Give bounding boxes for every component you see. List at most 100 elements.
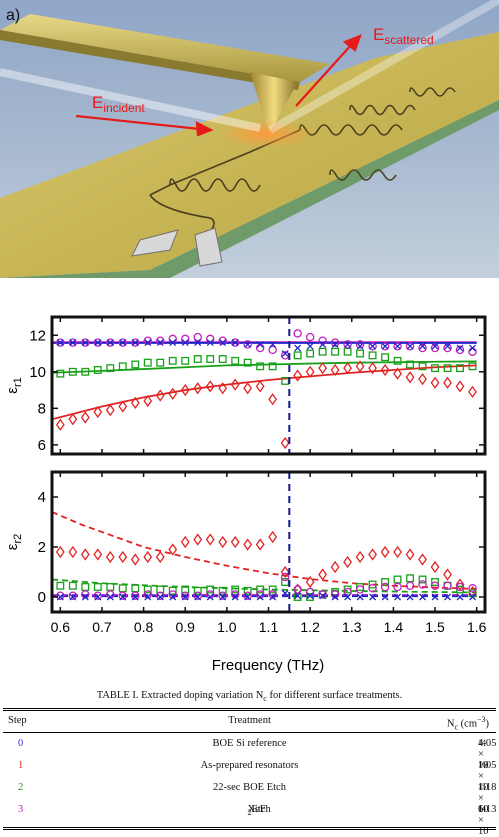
data-point bbox=[193, 533, 203, 546]
incident-arrow bbox=[75, 114, 201, 131]
data-point bbox=[268, 345, 277, 355]
data-point bbox=[168, 387, 178, 400]
x-tick-label: 1.0 bbox=[217, 619, 237, 635]
data-point bbox=[180, 591, 190, 600]
data-point bbox=[305, 575, 315, 589]
data-point bbox=[394, 593, 402, 601]
doping-value: 1.05 × 10 16 bbox=[478, 760, 497, 793]
data-point bbox=[255, 590, 265, 599]
data-point bbox=[455, 582, 465, 592]
data-point bbox=[418, 372, 427, 386]
fit-curve bbox=[52, 511, 477, 590]
data-point bbox=[306, 342, 314, 350]
data-point bbox=[106, 583, 115, 591]
data-point bbox=[405, 548, 415, 561]
data-point bbox=[380, 341, 390, 351]
data-point bbox=[330, 338, 340, 347]
data-point bbox=[93, 583, 102, 591]
data-point bbox=[105, 404, 115, 417]
data-point bbox=[106, 339, 114, 347]
data-point bbox=[143, 585, 152, 594]
data-point bbox=[56, 593, 64, 601]
data-point bbox=[293, 329, 302, 338]
data-point bbox=[318, 362, 328, 375]
data-point bbox=[468, 347, 477, 356]
data-point bbox=[181, 339, 189, 347]
data-point bbox=[443, 581, 452, 590]
data-point bbox=[68, 581, 77, 590]
header-step: Step bbox=[8, 715, 27, 726]
data-point bbox=[269, 340, 277, 348]
data-point bbox=[256, 585, 265, 594]
data-point bbox=[418, 580, 427, 589]
data-point bbox=[331, 347, 340, 356]
data-point bbox=[393, 341, 402, 351]
data-point bbox=[430, 343, 440, 353]
data-point bbox=[393, 545, 402, 559]
data-point bbox=[244, 340, 252, 348]
data-point bbox=[243, 538, 253, 551]
data-point bbox=[380, 582, 390, 592]
header-nc: Nc (cm−3) bbox=[446, 715, 489, 732]
data-point bbox=[168, 356, 177, 365]
data-point bbox=[131, 591, 140, 600]
data-point bbox=[405, 371, 415, 384]
data-point bbox=[94, 593, 102, 601]
nanotip-illustration: a) Eincident Escattered bbox=[0, 0, 499, 278]
data-point bbox=[69, 339, 77, 347]
y-tick-label: 10 bbox=[29, 364, 46, 381]
data-point bbox=[468, 385, 477, 399]
data-point bbox=[193, 382, 203, 395]
x-tick-label: 0.6 bbox=[51, 619, 71, 635]
table-row: 2 22-sec BOE Etch 1.18 × 10 15 bbox=[0, 782, 499, 815]
data-point bbox=[330, 590, 340, 599]
data-point bbox=[281, 589, 289, 597]
data-point bbox=[430, 581, 440, 590]
data-point bbox=[393, 575, 402, 584]
data-point bbox=[406, 593, 414, 601]
data-point bbox=[156, 358, 165, 367]
data-point bbox=[368, 341, 377, 351]
data-point bbox=[280, 436, 290, 450]
data-point bbox=[130, 396, 140, 409]
data-point bbox=[143, 394, 153, 408]
data-point bbox=[443, 376, 452, 389]
data-point bbox=[444, 593, 451, 601]
treatment-name: 22-sec BOE Etch bbox=[213, 782, 286, 793]
data-point bbox=[131, 339, 139, 347]
data-point bbox=[381, 342, 389, 350]
data-point bbox=[381, 353, 390, 362]
data-point bbox=[169, 339, 177, 347]
data-point bbox=[205, 533, 215, 546]
data-point bbox=[106, 593, 114, 601]
data-point bbox=[268, 585, 277, 594]
top-rule-2 bbox=[3, 710, 496, 711]
data-point bbox=[231, 356, 240, 365]
data-point bbox=[343, 347, 352, 356]
data-point bbox=[443, 568, 452, 581]
data-point bbox=[156, 339, 164, 347]
data-point bbox=[355, 550, 365, 564]
data-point bbox=[356, 593, 364, 601]
data-point bbox=[56, 339, 64, 347]
data-point bbox=[469, 344, 476, 352]
data-point bbox=[181, 585, 190, 594]
step-number: 2 bbox=[18, 782, 24, 793]
x-tick-label: 1.5 bbox=[425, 619, 445, 635]
data-point bbox=[244, 593, 252, 601]
data-point bbox=[68, 591, 78, 600]
data-point bbox=[93, 548, 103, 561]
data-point bbox=[444, 342, 451, 350]
data-point bbox=[181, 593, 189, 601]
data-point bbox=[155, 591, 165, 600]
data-point bbox=[94, 339, 102, 347]
data-point bbox=[55, 418, 65, 431]
data-point bbox=[418, 553, 427, 566]
data-point bbox=[293, 585, 302, 594]
data-point bbox=[468, 583, 477, 593]
data-point bbox=[269, 593, 277, 601]
data-point bbox=[219, 339, 227, 347]
data-point bbox=[431, 364, 439, 373]
data-point bbox=[81, 367, 90, 376]
data-point bbox=[68, 545, 78, 559]
